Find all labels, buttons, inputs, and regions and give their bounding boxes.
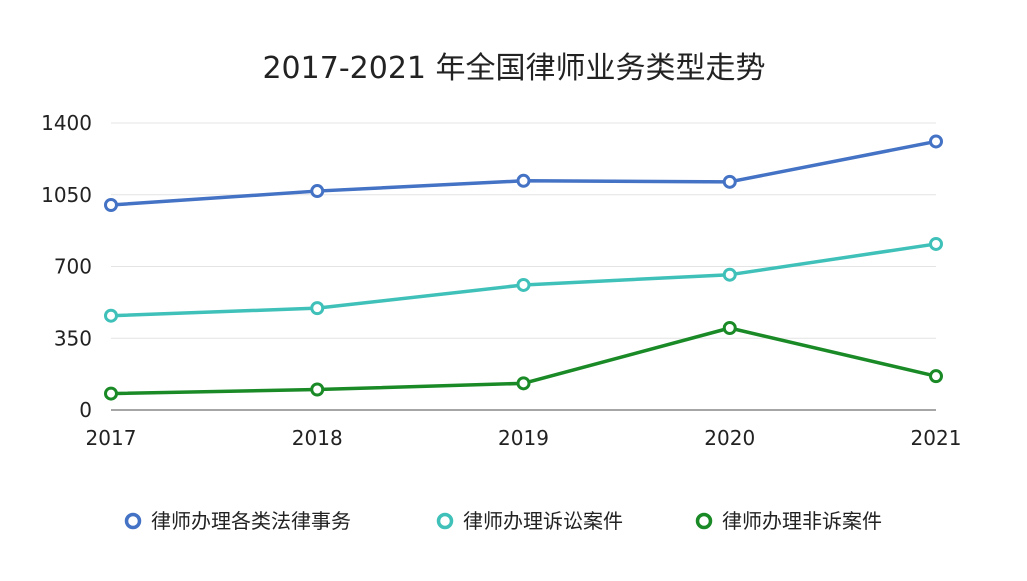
series-3 xyxy=(104,321,943,401)
y-tick-label: 0 xyxy=(79,398,92,422)
series-1 xyxy=(104,134,943,212)
data-point xyxy=(722,321,737,335)
data-point xyxy=(516,277,531,292)
series-lines xyxy=(104,134,943,401)
data-point xyxy=(104,386,118,401)
series-line xyxy=(110,139,937,207)
legend-marker xyxy=(124,512,142,530)
data-point xyxy=(516,173,531,188)
x-tick-label: 2021 xyxy=(911,426,962,450)
data-point xyxy=(516,376,531,391)
data-point xyxy=(929,134,943,149)
data-point xyxy=(310,184,325,199)
legend-item: 律师办理各类法律事务 xyxy=(124,509,351,533)
data-point xyxy=(104,308,118,323)
x-tick-label: 2018 xyxy=(292,426,343,450)
legend-label: 律师办理各类法律事务 xyxy=(151,509,351,533)
legend: 律师办理各类法律事务 律师办理诉讼案件 律师办理非诉案件 xyxy=(124,509,882,533)
legend-marker xyxy=(695,512,713,530)
y-tick-label: 1050 xyxy=(41,183,92,207)
data-point xyxy=(929,236,943,251)
chart-title: 2017-2021 年全国律师业务类型走势 xyxy=(262,51,765,86)
x-tick-label: 2017 xyxy=(86,426,137,450)
data-point xyxy=(310,382,325,397)
data-point xyxy=(104,198,118,212)
series-2 xyxy=(104,236,943,323)
y-axis: 0 350 700 1050 1400 xyxy=(41,111,92,422)
legend-marker xyxy=(436,512,454,530)
legend-item: 律师办理非诉案件 xyxy=(695,509,882,533)
legend-label: 律师办理非诉案件 xyxy=(722,509,882,533)
data-point xyxy=(722,174,737,189)
data-point xyxy=(310,301,325,316)
legend-item: 律师办理诉讼案件 xyxy=(436,509,623,533)
y-tick-label: 350 xyxy=(54,326,92,350)
legend-label: 律师办理诉讼案件 xyxy=(463,509,623,533)
x-tick-label: 2019 xyxy=(498,426,549,450)
data-point xyxy=(722,267,737,282)
y-tick-label: 1400 xyxy=(41,111,92,135)
y-tick-label: 700 xyxy=(54,255,92,279)
data-point xyxy=(929,369,943,384)
x-tick-label: 2020 xyxy=(704,426,755,450)
x-axis: 2017 2018 2019 2020 2021 xyxy=(86,426,962,450)
